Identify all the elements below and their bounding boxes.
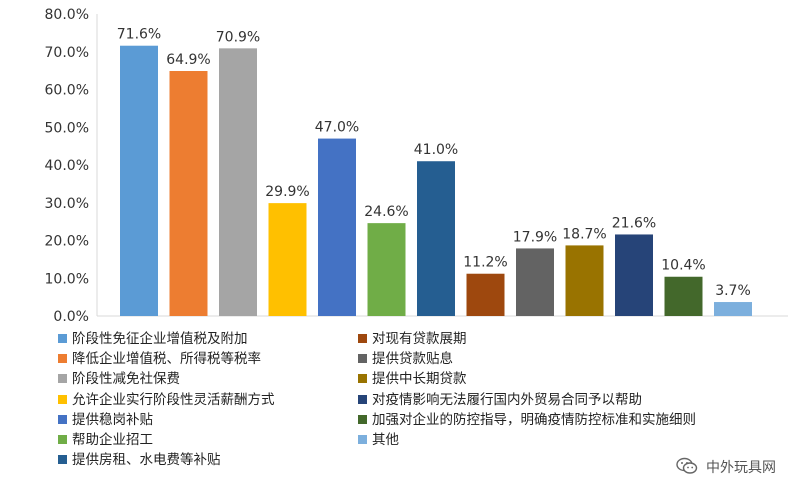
data-label: 11.2% — [463, 255, 507, 271]
legend-label: 阶段性减免社保费 — [72, 371, 180, 388]
legend-label: 阶段性免征企业增值税及附加 — [72, 331, 248, 347]
bar — [615, 234, 653, 316]
y-tick-label: 30.0% — [45, 196, 89, 212]
bar — [565, 245, 604, 316]
legend-label: 提供稳岗补贴 — [72, 411, 153, 428]
bar — [268, 203, 307, 316]
data-label: 18.7% — [562, 226, 606, 242]
legend-swatch — [58, 455, 67, 465]
bar — [417, 161, 455, 316]
y-tick-label: 0.0% — [53, 309, 89, 325]
legend-item: 阶段性免征企业增值税及附加 — [58, 329, 248, 349]
legend-label: 提供房租、水电费等补贴 — [72, 452, 221, 469]
data-label: 24.6% — [364, 204, 408, 220]
legend-item: 帮助企业招工 — [58, 430, 153, 450]
legend-label: 加强对企业的防控指导，明确疫情防控标准和实施细则 — [372, 411, 696, 428]
legend-swatch — [58, 334, 67, 343]
legend-swatch — [358, 414, 367, 424]
legend-label: 降低企业增值税、所得税等税率 — [72, 351, 261, 368]
legend-item: 对现有贷款展期 — [358, 329, 467, 349]
legend-swatch — [58, 374, 67, 384]
data-label: 17.9% — [513, 229, 557, 245]
legend-label: 帮助企业招工 — [72, 432, 153, 448]
y-tick-label: 20.0% — [45, 234, 89, 250]
legend-swatch — [358, 435, 367, 444]
bar — [318, 138, 356, 316]
legend-label: 其他 — [372, 432, 399, 448]
legend-swatch — [58, 354, 67, 364]
legend-item: 加强对企业的防控指导，明确疫情防控标准和实施细则 — [358, 410, 696, 430]
legend-label: 提供贷款贴息 — [372, 351, 453, 368]
legend-label: 允许企业实行阶段性灵活薪酬方式 — [72, 391, 275, 408]
watermark-text: 中外玩具网 — [706, 460, 776, 476]
y-tick-labels: 0.0% 10.0% 20.0% 30.0% 40.0% 50.0% 60.0% 70.0% 8… — [45, 7, 89, 325]
bar — [466, 273, 505, 316]
y-tick-label: 50.0% — [45, 120, 89, 136]
legend-swatch — [58, 414, 67, 424]
legend-label: 提供中长期贷款 — [372, 371, 467, 388]
legend-swatch — [58, 394, 67, 404]
legend-item: 提供中长期贷款 — [358, 369, 467, 389]
bar — [664, 276, 703, 316]
legend-swatch — [358, 394, 367, 404]
legend-swatch — [358, 374, 367, 384]
legend-item: 允许企业实行阶段性灵活薪酬方式 — [58, 390, 275, 410]
y-tick-label: 10.0% — [45, 271, 89, 287]
legend-swatch — [58, 435, 67, 444]
legend-item: 降低企业增值税、所得税等税率 — [58, 349, 261, 369]
legend-item: 提供房租、水电费等补贴 — [58, 450, 221, 470]
bar — [516, 248, 554, 316]
bar — [219, 48, 257, 316]
legend-item: 提供贷款贴息 — [358, 349, 453, 369]
legend-label: 对现有贷款展期 — [372, 331, 467, 347]
data-label: 47.0% — [315, 120, 359, 136]
bar — [714, 302, 752, 316]
wechat-icon — [675, 457, 698, 479]
legend-item: 其他 — [358, 430, 399, 450]
legend-item: 阶段性减免社保费 — [58, 369, 180, 389]
legend-swatch — [358, 354, 367, 364]
bar — [120, 45, 158, 317]
bar-chart: 0.0% 10.0% 20.0% 30.0% 40.0% 50.0% 60.0% 70.0% 8… — [45, 7, 788, 325]
legend-swatch — [358, 334, 367, 343]
data-label: 41.0% — [414, 142, 458, 158]
data-label: 29.9% — [265, 184, 309, 200]
legend-item: 提供稳岗补贴 — [58, 410, 153, 430]
bars — [120, 45, 752, 317]
legend: 阶段性免征企业增值税及附加 降低企业增值税、所得税等税率 阶段性减免社保费允许企业实… — [58, 329, 798, 479]
data-label: 71.6% — [117, 27, 161, 43]
data-label: 21.6% — [612, 215, 656, 231]
legend-item: 对疫情影响无法履行国内外贸易合同予以帮助 — [358, 390, 642, 410]
data-label: 70.9% — [216, 29, 260, 45]
y-tick-label: 40.0% — [45, 158, 89, 174]
y-tick-label: 60.0% — [45, 83, 89, 99]
y-tick-label: 70.0% — [45, 45, 89, 61]
data-label: 10.4% — [661, 258, 705, 274]
bar — [367, 223, 406, 316]
value-labels: 71.6% 64.9% 70.9% 29.9% 47.0% 24.6% 41.0% 11.2%… — [117, 27, 751, 299]
bar — [169, 71, 208, 316]
data-label: 64.9% — [166, 52, 210, 68]
data-label: 3.7% — [715, 283, 751, 299]
legend-label: 对疫情影响无法履行国内外贸易合同予以帮助 — [372, 391, 642, 408]
y-tick-label: 80.0% — [45, 7, 89, 23]
watermark: 中外玩具网 — [675, 457, 776, 479]
